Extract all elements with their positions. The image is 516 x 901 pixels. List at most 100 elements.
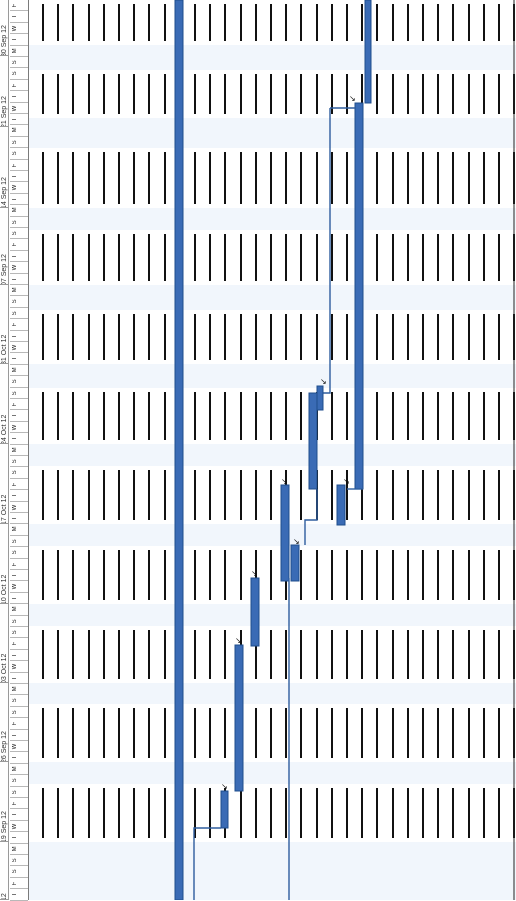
week-label: 31 Oct 12: [1, 334, 8, 364]
task-bar[interactable]: [250, 577, 260, 647]
task-bar[interactable]: [316, 385, 324, 411]
day-letter: F: [12, 641, 18, 646]
day-letter: S: [12, 698, 18, 703]
day-cell: T: [10, 832, 28, 844]
summary-task-bar[interactable]: [174, 0, 184, 900]
day-letter: S: [12, 869, 18, 874]
day-letter: T: [12, 516, 18, 521]
day-letter: S: [12, 630, 18, 635]
day-cell: S: [10, 787, 28, 798]
day-cell: W: [10, 23, 28, 35]
day-cell: T: [10, 673, 28, 684]
day-letter: S: [12, 139, 18, 144]
day-cell: T: [10, 331, 28, 342]
week-header: 03 Oct 12: [0, 604, 9, 683]
day-letter: F: [12, 3, 18, 8]
day-letter: F: [12, 881, 18, 885]
day-letter: S: [12, 299, 18, 304]
day-letter: W: [12, 743, 18, 750]
day-cell: T: [10, 11, 28, 23]
day-cell: T: [10, 593, 28, 605]
task-bar[interactable]: [290, 544, 300, 582]
task-bar[interactable]: [280, 484, 290, 582]
day-cell: W: [10, 661, 28, 673]
dependency-arrow-icon: ↘: [281, 477, 288, 486]
day-cell: T: [10, 194, 28, 206]
day-letter: M: [12, 527, 18, 533]
task-bar[interactable]: [220, 790, 229, 829]
day-letter: M: [12, 207, 18, 213]
day-letter: T: [12, 356, 18, 361]
day-cell: M: [10, 445, 28, 456]
week-header: 24 Oct 12: [0, 364, 9, 444]
day-cell: T: [10, 570, 28, 582]
week-label: 24 Oct 12: [1, 414, 8, 444]
dependency-arrow-icon: ↘: [349, 94, 356, 103]
week-label: 19 Sep 12: [1, 811, 8, 842]
task-bar[interactable]: [308, 392, 318, 490]
day-cell: W: [10, 581, 28, 593]
day-cell: S: [10, 775, 28, 787]
day-letter: F: [12, 482, 18, 486]
day-cell: M: [10, 604, 28, 616]
day-cell: F: [10, 559, 28, 570]
dependency-link: [304, 489, 318, 545]
day-letter: M: [12, 48, 18, 54]
day-cell: F: [10, 0, 28, 12]
day-cell: M: [10, 844, 28, 855]
day-cell: M: [10, 684, 28, 696]
week-label: 26 Sep 12: [1, 731, 8, 762]
day-cell: T: [10, 410, 28, 422]
day-cell: F: [10, 319, 28, 331]
day-cell: S: [10, 376, 28, 388]
day-letter: T: [12, 812, 18, 817]
task-bar[interactable]: [364, 0, 372, 104]
day-letter: S: [12, 231, 18, 236]
day-cell: S: [10, 68, 28, 80]
day-cell: M: [10, 285, 28, 297]
day-letter: S: [12, 151, 18, 156]
day-letter: T: [12, 653, 18, 657]
day-cell: F: [10, 878, 28, 890]
day-letter: F: [12, 242, 18, 247]
day-letter: S: [12, 60, 18, 65]
day-letter: S: [12, 778, 18, 783]
weekend-band: [29, 604, 516, 626]
task-bar[interactable]: [234, 644, 244, 792]
day-letter: T: [12, 333, 18, 338]
task-bar[interactable]: [354, 102, 364, 490]
day-letter: W: [12, 344, 18, 351]
day-cell: W: [10, 182, 28, 194]
day-cell: T: [10, 513, 28, 525]
week-label: 21 Sep 12: [1, 96, 8, 127]
day-cell: S: [10, 296, 28, 308]
day-cell: M: [10, 125, 28, 137]
day-letter: T: [12, 755, 18, 760]
day-letter: S: [12, 219, 18, 224]
day-letter: W: [12, 663, 18, 670]
week-header: 14 Sep 12: [0, 127, 9, 208]
dependency-arrow-icon: ↘: [293, 537, 300, 546]
day-cell: W: [10, 422, 28, 434]
week-header: 31 Oct 12: [0, 285, 9, 364]
day-cell: S: [10, 148, 28, 160]
day-cell: W: [10, 103, 28, 114]
day-cell: S: [10, 388, 28, 399]
day-cell: W: [10, 741, 28, 753]
day-letter: T: [12, 573, 18, 578]
day-letter: M: [12, 287, 18, 293]
day-letter: T: [12, 835, 18, 840]
weekend-band: [29, 683, 516, 704]
day-cell: T: [10, 34, 28, 46]
week-label: 14 Sep 12: [1, 177, 8, 208]
day-letter: F: [12, 721, 18, 726]
week-label: 03 Oct 12: [1, 653, 8, 683]
week-header: 19 Sep 12: [0, 762, 9, 842]
dependency-link: [193, 827, 221, 900]
week-label: 30 Sep 12: [1, 25, 8, 56]
task-bar[interactable]: [336, 484, 346, 526]
day-letter: W: [12, 25, 18, 31]
day-letter: T: [12, 117, 18, 122]
day-cell: T: [10, 433, 28, 445]
